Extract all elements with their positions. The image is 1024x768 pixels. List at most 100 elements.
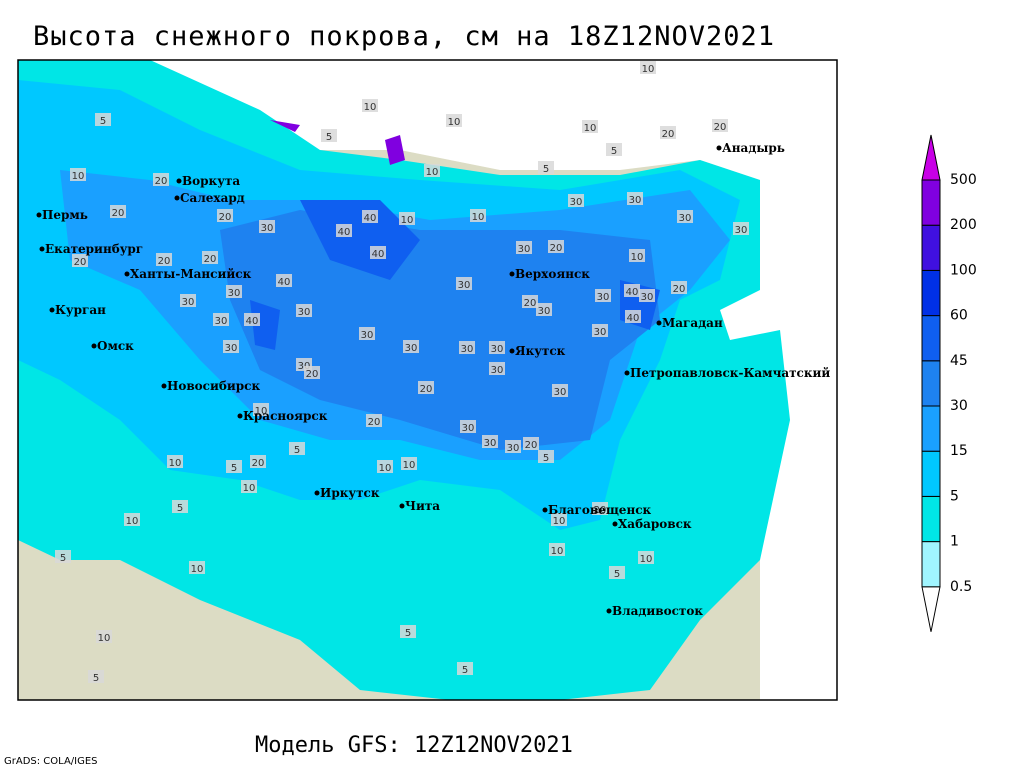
contour-label: 5 bbox=[405, 628, 411, 639]
contour-label: 30 bbox=[225, 343, 238, 354]
contour-label: 40 bbox=[627, 313, 640, 324]
contour-label: 10 bbox=[426, 167, 439, 178]
city-dot bbox=[237, 413, 243, 419]
contour-label: 30 bbox=[491, 365, 504, 376]
contour-label: 5 bbox=[100, 116, 106, 127]
city-label: Верхоянск bbox=[515, 267, 590, 281]
contour-label: 5 bbox=[93, 673, 99, 684]
city-label: Якутск bbox=[515, 344, 566, 358]
legend-swatch bbox=[921, 315, 941, 362]
city-label: Владивосток bbox=[612, 604, 703, 618]
city-dot bbox=[656, 320, 662, 326]
contour-label: 10 bbox=[169, 458, 182, 469]
contour-label-box bbox=[336, 224, 352, 237]
contour-label-box bbox=[244, 313, 260, 326]
contour-label: 20 bbox=[368, 417, 381, 428]
city-label: Красноярск bbox=[243, 409, 328, 423]
contour-label-box bbox=[88, 670, 104, 683]
contour-label: 30 bbox=[361, 330, 374, 341]
legend-swatch bbox=[921, 495, 941, 543]
contour-label-box bbox=[459, 341, 475, 354]
legend-swatch bbox=[921, 224, 941, 271]
contour-label-box bbox=[289, 442, 305, 455]
contour-label-box bbox=[733, 222, 749, 235]
contour-label-box bbox=[253, 403, 269, 416]
contour-label: 10 bbox=[191, 564, 204, 575]
contour-label-box bbox=[592, 324, 608, 337]
contour-label-box bbox=[400, 625, 416, 638]
legend-swatch bbox=[921, 269, 941, 317]
contour-label-box bbox=[595, 289, 611, 302]
contour-label-box bbox=[362, 99, 378, 112]
city-label: Иркутск bbox=[320, 486, 380, 500]
contour-label-box bbox=[153, 173, 169, 186]
contour-label-box bbox=[549, 543, 565, 556]
contour-label: 30 bbox=[405, 343, 418, 354]
legend-swatch bbox=[921, 134, 941, 181]
contour-label-box bbox=[638, 551, 654, 564]
contour-label-box bbox=[321, 129, 337, 142]
contour-label-box bbox=[250, 455, 266, 468]
city-dot bbox=[612, 521, 618, 527]
contour-label-box bbox=[456, 277, 472, 290]
city-dot bbox=[509, 348, 515, 354]
contour-label: 10 bbox=[401, 215, 414, 226]
contour-label-box bbox=[418, 381, 434, 394]
contour-label: 20 bbox=[525, 440, 538, 451]
contour-label-box bbox=[399, 212, 415, 225]
contour-label-box bbox=[609, 566, 625, 579]
model-label: Модель GFS: 12Z12NOV2021 bbox=[255, 733, 573, 758]
contour-label: 20 bbox=[550, 243, 563, 254]
contour-label-box bbox=[296, 304, 312, 317]
contour-label-box bbox=[536, 303, 552, 316]
title: Высота снежного покрова, см на 18Z12NOV2… bbox=[33, 21, 775, 52]
contour-label-box bbox=[124, 513, 140, 526]
contour-label: 40 bbox=[278, 277, 291, 288]
contour-label: 5 bbox=[543, 164, 549, 175]
contour-label: 30 bbox=[215, 316, 228, 327]
city-dot bbox=[49, 307, 55, 313]
contour-label-box bbox=[592, 502, 608, 515]
contour-label: 40 bbox=[338, 227, 351, 238]
contour-label: 5 bbox=[611, 146, 617, 157]
contour-label-box bbox=[606, 143, 622, 156]
contour-label: 10 bbox=[642, 64, 655, 75]
legend-label: 1 bbox=[950, 534, 959, 550]
contour-label-box bbox=[156, 253, 172, 266]
legend-swatch bbox=[921, 360, 941, 407]
contour-label: 30 bbox=[641, 292, 654, 303]
contour-label: 30 bbox=[679, 213, 692, 224]
contour-label: 5 bbox=[177, 503, 183, 514]
legend-label: 500 bbox=[950, 172, 977, 188]
city-dot bbox=[91, 343, 97, 349]
legend-label: 60 bbox=[950, 308, 968, 324]
contour-label: 30 bbox=[570, 197, 583, 208]
city-dot bbox=[624, 370, 630, 376]
contour-label-box bbox=[370, 246, 386, 259]
contour-label-box bbox=[366, 414, 382, 427]
contour-label-box bbox=[96, 630, 112, 643]
contour-label: 40 bbox=[246, 316, 259, 327]
contour-label: 30 bbox=[629, 195, 642, 206]
contour-label: 10 bbox=[379, 463, 392, 474]
contour-label: 30 bbox=[518, 244, 531, 255]
city-label: Курган bbox=[55, 303, 106, 317]
legend-label: 100 bbox=[950, 262, 977, 278]
contour-label-box bbox=[202, 251, 218, 264]
contour-label-box bbox=[538, 450, 554, 463]
city-label: Воркута bbox=[182, 174, 240, 188]
contour-label-box bbox=[627, 192, 643, 205]
city-label: Чита bbox=[405, 499, 440, 513]
contour-label: 20 bbox=[662, 129, 675, 140]
contour-label: 10 bbox=[584, 123, 597, 134]
city-label: Благовещенск bbox=[548, 503, 652, 517]
snow-200 bbox=[270, 120, 405, 165]
contour-label-box bbox=[401, 457, 417, 470]
contour-label-box bbox=[482, 435, 498, 448]
contour-label: 10 bbox=[448, 117, 461, 128]
contour-label: 30 bbox=[735, 225, 748, 236]
contour-label-box bbox=[110, 205, 126, 218]
legend-label: 0.5 bbox=[950, 579, 972, 595]
